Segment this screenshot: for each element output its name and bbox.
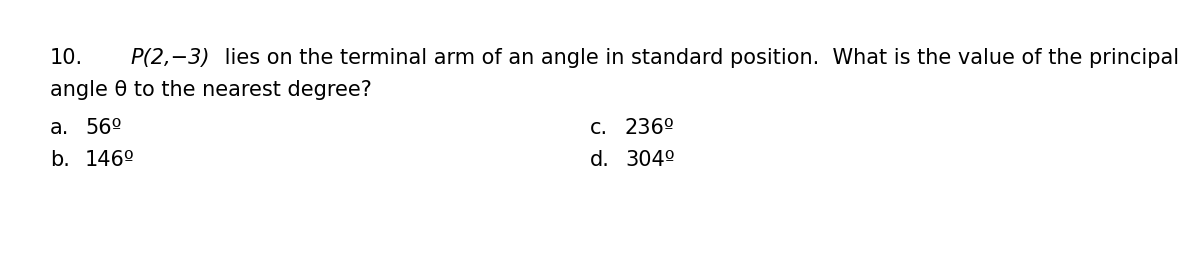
Text: 56º: 56º: [85, 118, 121, 138]
Text: lies on the terminal arm of an angle in standard position.  What is the value of: lies on the terminal arm of an angle in …: [218, 48, 1180, 68]
Text: angle θ to the nearest degree?: angle θ to the nearest degree?: [50, 80, 372, 100]
Text: b.: b.: [50, 150, 70, 170]
Text: d.: d.: [590, 150, 610, 170]
Text: c.: c.: [590, 118, 608, 138]
Text: 236º: 236º: [625, 118, 674, 138]
Text: 10.: 10.: [50, 48, 83, 68]
Text: 304º: 304º: [625, 150, 674, 170]
Text: 146º: 146º: [85, 150, 134, 170]
Text: P(2,−3): P(2,−3): [130, 48, 210, 68]
Text: a.: a.: [50, 118, 70, 138]
